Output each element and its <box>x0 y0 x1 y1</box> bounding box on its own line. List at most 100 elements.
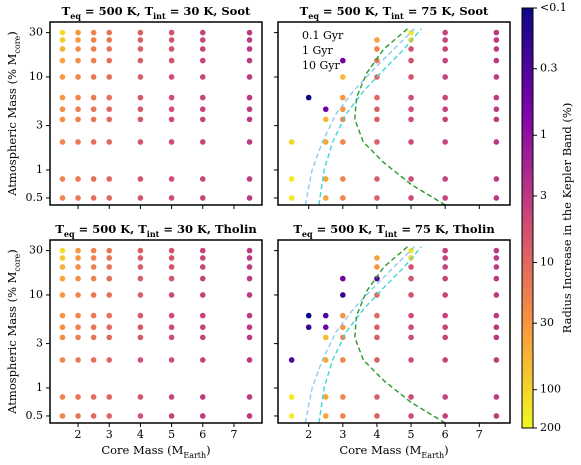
data-point <box>90 139 97 145</box>
y-axis-label-part: ) <box>5 31 19 36</box>
data-point <box>305 312 312 319</box>
x-tick-label: 4 <box>373 428 380 441</box>
data-point <box>340 357 346 363</box>
data-point <box>408 139 414 145</box>
x-tick-label: 2 <box>305 428 312 441</box>
data-point <box>137 74 144 80</box>
data-point <box>75 37 81 43</box>
data-point <box>322 139 329 145</box>
data-point <box>75 275 81 282</box>
legend-label: 0.1 Gyr <box>302 29 344 42</box>
data-point <box>75 264 81 270</box>
data-point <box>442 57 448 64</box>
panel-title-sub: eq <box>302 229 313 239</box>
data-point <box>168 413 175 419</box>
x-axis-label-part: Core Mass (M <box>339 443 421 457</box>
data-point <box>322 394 329 400</box>
data-point <box>137 195 144 201</box>
data-point <box>106 255 113 261</box>
data-point <box>340 275 346 282</box>
data-point <box>75 394 81 400</box>
x-tick-label: 7 <box>230 428 237 441</box>
data-point <box>168 195 175 201</box>
data-point <box>374 116 380 123</box>
data-point <box>442 394 448 400</box>
y-tick-label: 1 <box>36 163 43 176</box>
data-point <box>137 275 144 282</box>
data-point <box>493 116 500 123</box>
data-point <box>199 37 206 43</box>
data-point <box>408 264 414 270</box>
data-point <box>137 139 144 145</box>
data-point <box>288 139 295 145</box>
data-point <box>493 264 500 270</box>
data-point <box>322 116 329 123</box>
data-point <box>322 106 329 113</box>
data-point <box>246 37 253 43</box>
panel-title-sub: int <box>385 229 398 239</box>
age-curve <box>354 246 446 424</box>
data-point <box>199 292 206 298</box>
data-point <box>75 106 81 113</box>
data-point <box>408 94 414 101</box>
y-tick-label: 30 <box>29 244 43 257</box>
data-point <box>75 139 81 145</box>
data-point <box>106 29 113 36</box>
data-point <box>340 74 346 80</box>
data-point <box>90 29 97 36</box>
age-curve <box>304 28 415 206</box>
panel-title-sub: eq <box>64 229 75 239</box>
x-tick-label: 3 <box>339 428 346 441</box>
data-point <box>59 37 66 43</box>
data-point <box>106 46 113 52</box>
panel-title-part: T <box>293 222 302 236</box>
data-point <box>106 324 113 331</box>
panel-title: Teq = 500 K, Tint = 75 K, Soot <box>300 4 489 21</box>
data-point <box>340 312 346 319</box>
data-point <box>374 357 380 363</box>
data-point <box>246 292 253 298</box>
data-point <box>137 106 144 113</box>
data-point <box>90 312 97 319</box>
data-point <box>75 334 81 341</box>
data-point <box>493 57 500 64</box>
data-point <box>106 264 113 270</box>
y-axis-label-sub: core <box>13 35 22 53</box>
data-point <box>199 394 206 400</box>
data-point <box>106 247 113 254</box>
data-point <box>246 116 253 123</box>
data-point <box>59 275 66 282</box>
data-point <box>75 255 81 261</box>
data-point <box>493 195 500 201</box>
data-point <box>442 247 448 254</box>
data-point <box>493 46 500 52</box>
y-tick-label: 3 <box>36 119 43 132</box>
data-point <box>199 94 206 101</box>
data-point <box>305 324 312 331</box>
data-point <box>90 106 97 113</box>
data-point <box>137 413 144 419</box>
panel-title-sub: int <box>391 11 404 21</box>
data-point <box>374 57 380 64</box>
data-point <box>106 94 113 101</box>
colorbar-tick-label: 0.3 <box>540 62 558 75</box>
data-point <box>408 292 414 298</box>
data-point <box>59 106 66 113</box>
colorbar-tick-label: 200 <box>540 421 561 434</box>
data-point <box>442 255 448 261</box>
data-point <box>59 357 66 363</box>
data-point <box>59 255 66 261</box>
panel-frame <box>277 21 511 206</box>
panel-title-part: = 75 K, Tholin <box>397 222 495 236</box>
data-point <box>442 292 448 298</box>
data-point <box>408 413 414 419</box>
data-point <box>408 57 414 64</box>
data-point <box>90 334 97 341</box>
data-point <box>106 413 113 419</box>
data-point <box>59 195 66 201</box>
data-point <box>374 264 380 270</box>
data-point <box>199 176 206 182</box>
data-point <box>442 334 448 341</box>
data-point <box>374 94 380 101</box>
data-point <box>168 357 175 363</box>
